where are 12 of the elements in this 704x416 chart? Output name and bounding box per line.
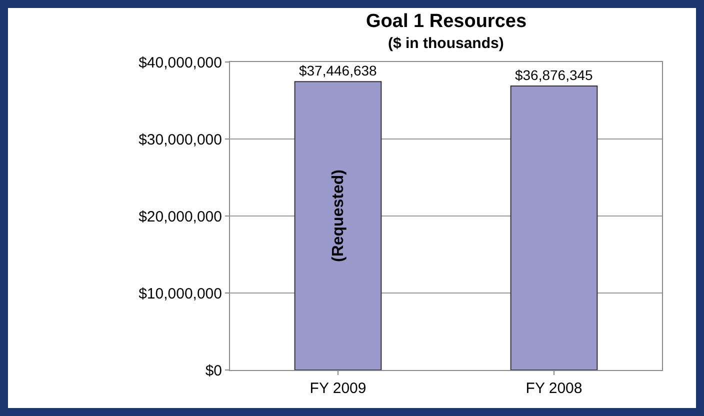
data-label: $36,876,345 (514, 67, 594, 84)
x-tick-label: FY 2009 (310, 380, 366, 397)
x-tick-label: FY 2008 (526, 380, 582, 397)
chart-title: Goal 1 Resources (366, 11, 527, 32)
data-label: $37,446,638 (298, 62, 378, 79)
annotation: (Requested) (330, 170, 347, 262)
y-tick-label: $10,000,000 (138, 285, 222, 302)
chart-subtitle: ($ in thousands) (388, 35, 504, 52)
y-tick-label: $40,000,000 (138, 54, 222, 72)
y-tick-label: $30,000,000 (138, 131, 222, 148)
y-tick-label: $20,000,000 (138, 208, 222, 226)
y-tick-label: $0 (205, 362, 222, 380)
